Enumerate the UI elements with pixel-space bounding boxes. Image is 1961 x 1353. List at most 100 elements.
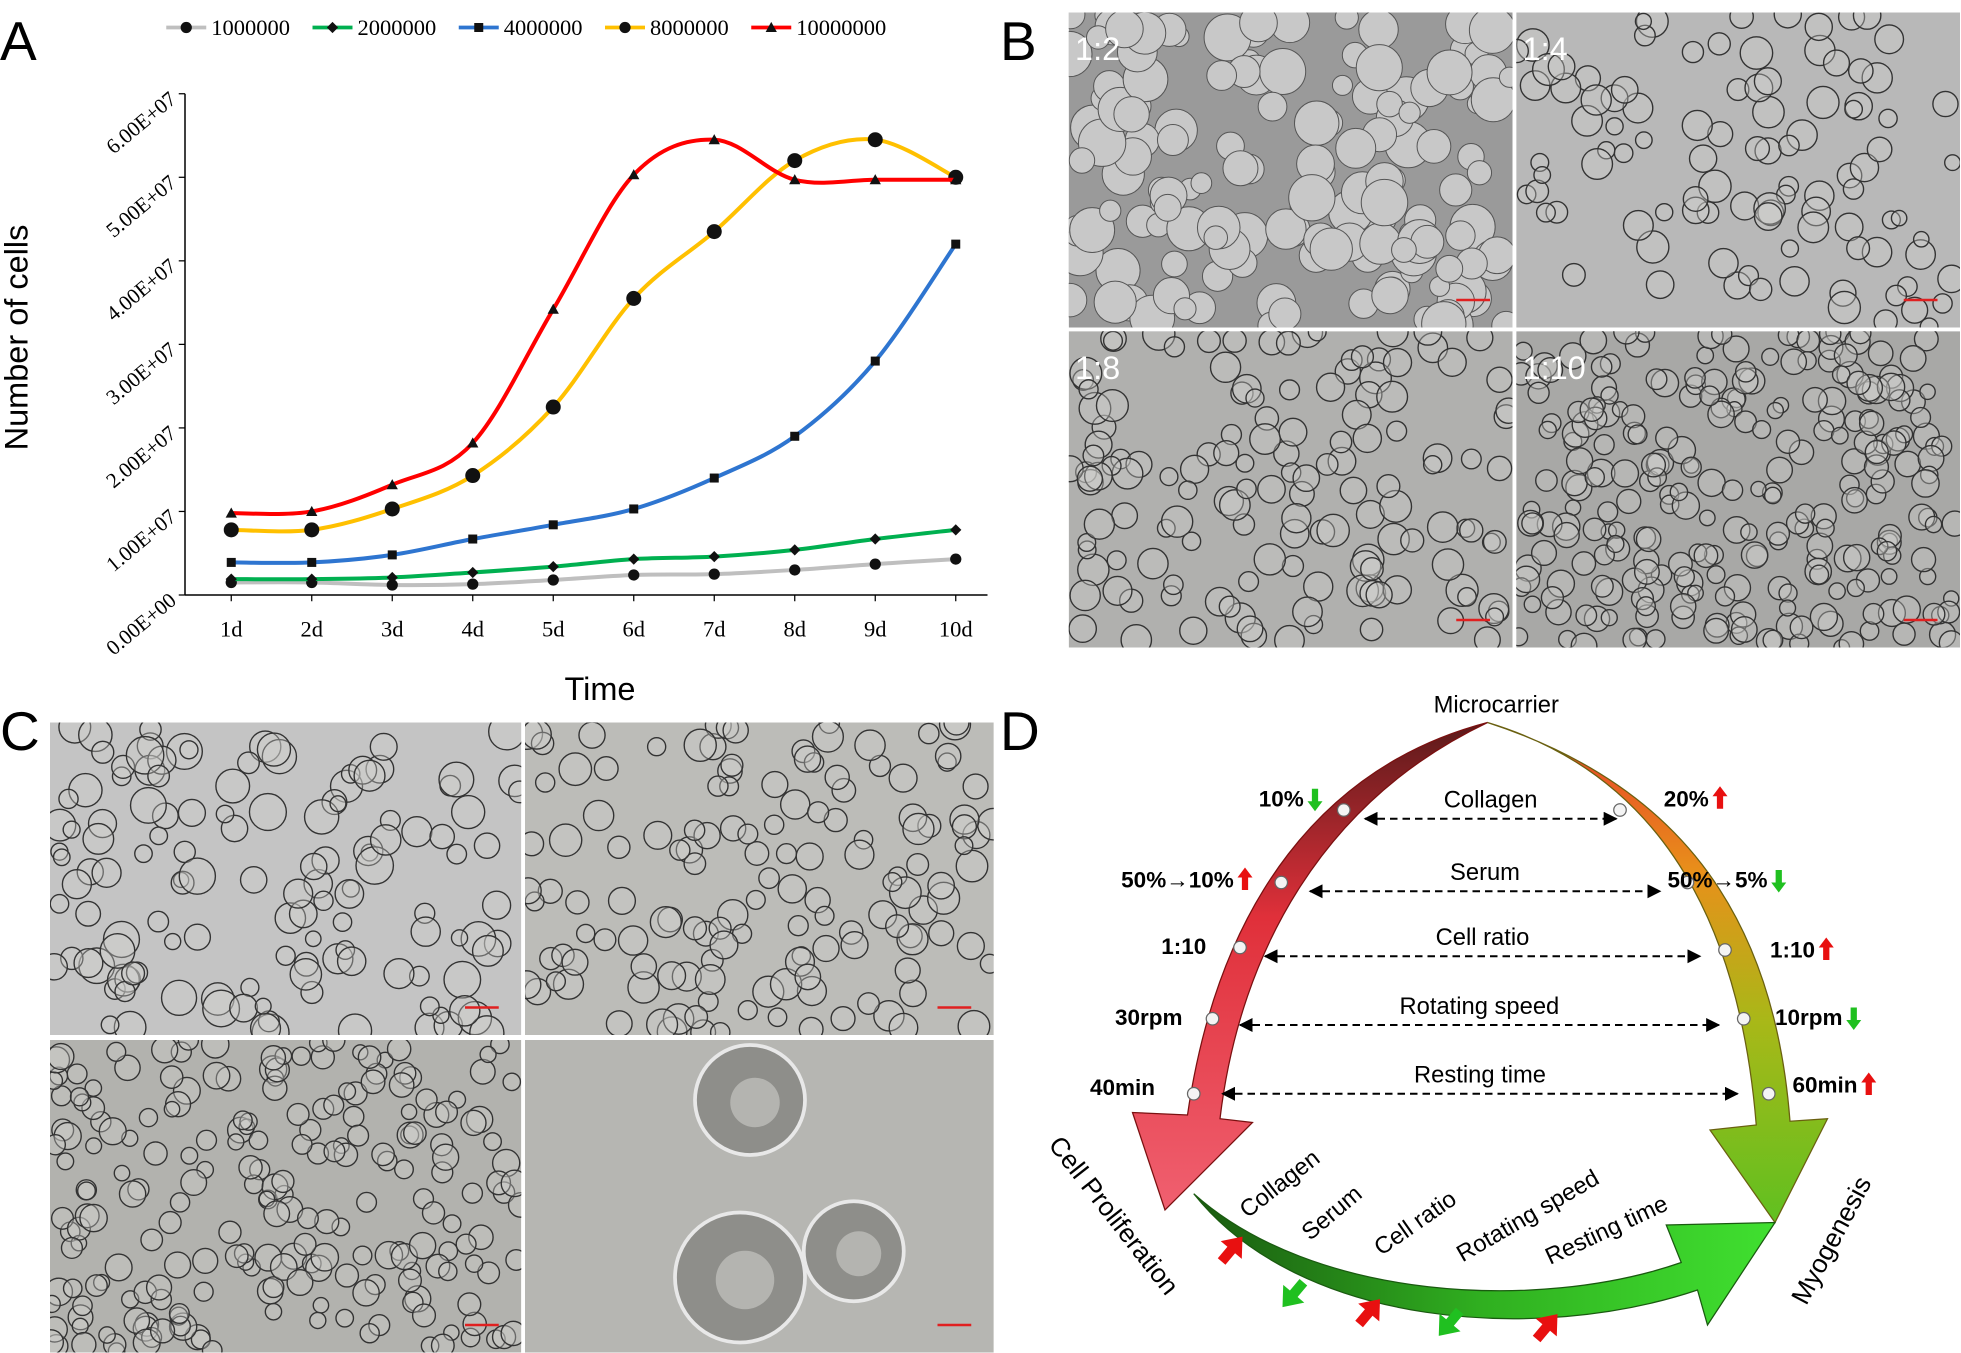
bead [1551, 512, 1581, 541]
bead [1876, 372, 1906, 402]
bead [1610, 459, 1640, 488]
series-line [231, 242, 958, 565]
bead [1829, 279, 1857, 307]
bead [374, 1240, 404, 1270]
bead [1864, 439, 1889, 465]
marker [629, 504, 639, 514]
y-tick-label: 1.00E+07 [101, 504, 181, 576]
bead [1069, 579, 1101, 612]
factor-label: Rotating speed [1399, 993, 1559, 1020]
legend-label: 10000000 [796, 15, 886, 40]
bead [76, 858, 104, 886]
bead [1634, 131, 1653, 150]
bead [147, 764, 171, 788]
bead [1611, 401, 1629, 418]
bead [469, 1015, 505, 1035]
bead [450, 929, 469, 947]
bead [483, 1132, 502, 1152]
bead [1635, 12, 1669, 38]
bead [1274, 624, 1305, 648]
bead [1645, 368, 1668, 391]
bead [92, 1273, 111, 1292]
bead [1279, 518, 1310, 549]
bead [49, 1046, 71, 1074]
bead [593, 756, 619, 782]
bead [60, 946, 84, 971]
bead [1836, 162, 1863, 189]
bead [1726, 78, 1750, 102]
bead [200, 1039, 230, 1059]
bead [201, 1339, 223, 1353]
legend-label: 8000000 [650, 15, 729, 40]
bead [248, 1130, 269, 1151]
bead [1586, 458, 1616, 488]
bead [309, 1311, 327, 1330]
bead [812, 934, 840, 963]
bead [1292, 464, 1321, 493]
right-value: 20% [1664, 786, 1709, 811]
bead [1431, 548, 1465, 581]
bead [473, 832, 501, 859]
bead [364, 1273, 386, 1296]
bead [1382, 347, 1413, 378]
bead [215, 768, 251, 804]
bead [347, 1124, 370, 1147]
bead [389, 1240, 410, 1262]
bead [777, 874, 808, 904]
bead [1682, 186, 1709, 212]
bead [312, 1296, 330, 1314]
bead [1546, 569, 1576, 598]
right-value: 50%→5% [1667, 868, 1767, 893]
bead [1667, 551, 1693, 577]
bead [1597, 501, 1619, 523]
bead [1523, 595, 1542, 614]
bead [898, 803, 928, 833]
right-value: 60min [1792, 1073, 1857, 1098]
bead [737, 1000, 758, 1021]
bead [894, 957, 921, 984]
bead [1077, 553, 1110, 587]
bead [371, 1142, 395, 1167]
marker [474, 23, 484, 33]
bead [694, 964, 726, 995]
bead [775, 843, 798, 865]
bead [937, 752, 957, 772]
bead [957, 1009, 991, 1035]
bead [693, 821, 721, 850]
bead [1571, 410, 1599, 438]
bead [177, 1039, 200, 1051]
marker [467, 437, 479, 448]
legend-label: 1000000 [211, 15, 290, 40]
bead [91, 857, 122, 888]
bead [1844, 99, 1864, 119]
factor-label: Resting time [1414, 1062, 1546, 1089]
bead [443, 1324, 460, 1341]
bead [275, 945, 296, 966]
bead [1778, 599, 1797, 617]
bead [1593, 434, 1615, 456]
bead [455, 1233, 477, 1255]
marker [223, 522, 239, 538]
bead [1072, 369, 1095, 391]
y-tick-label: 3.00E+07 [101, 337, 181, 409]
bead [107, 1342, 126, 1353]
bead [1203, 225, 1229, 250]
bead [607, 835, 631, 860]
bead [943, 722, 970, 736]
marker [870, 356, 880, 366]
bead [121, 961, 146, 986]
panel-label: C [0, 700, 40, 762]
bead [425, 1253, 451, 1279]
bead [429, 823, 456, 850]
bead-core [836, 1231, 882, 1277]
bead [1739, 36, 1774, 70]
bead [1796, 331, 1821, 353]
marker [628, 169, 640, 180]
bead [1773, 12, 1803, 29]
bead [717, 758, 743, 784]
bead [1905, 239, 1937, 270]
bead [262, 1075, 288, 1102]
bead [1913, 331, 1939, 352]
bead [643, 820, 673, 850]
bead [1249, 423, 1282, 456]
